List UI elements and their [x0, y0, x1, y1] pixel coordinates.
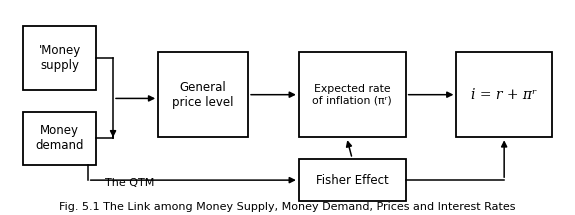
Text: 'Money
supply: 'Money supply [39, 44, 81, 72]
FancyBboxPatch shape [457, 52, 552, 137]
Text: The QTM: The QTM [105, 178, 154, 188]
Text: Money
demand: Money demand [35, 124, 84, 152]
FancyBboxPatch shape [23, 112, 96, 165]
FancyBboxPatch shape [23, 26, 96, 91]
FancyBboxPatch shape [158, 52, 248, 137]
Text: i = r + πʳ: i = r + πʳ [472, 88, 537, 102]
Text: Fisher Effect: Fisher Effect [316, 174, 389, 187]
Text: General
price level: General price level [172, 81, 234, 109]
Text: Expected rate
of inflation (πʳ): Expected rate of inflation (πʳ) [312, 84, 392, 106]
FancyBboxPatch shape [299, 159, 406, 201]
Text: Fig. 5.1 The Link among Money Supply, Money Demand, Prices and Interest Rates: Fig. 5.1 The Link among Money Supply, Mo… [59, 202, 516, 212]
FancyBboxPatch shape [299, 52, 406, 137]
